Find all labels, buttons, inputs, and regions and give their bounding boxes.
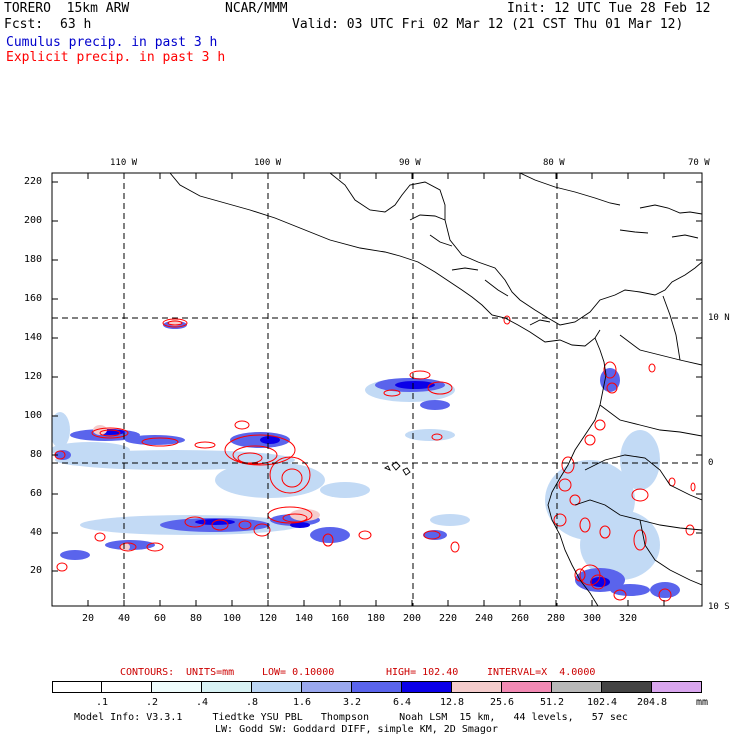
x-tick-label: 180 [367, 613, 386, 624]
colorbar-cell [52, 681, 102, 693]
contours-units: UNITS=mm [186, 667, 235, 678]
physics-info: LW: Godd SW: Goddard DIFF, simple KM, 2D… [215, 724, 498, 735]
colorbar-label: 3.2 [342, 697, 362, 708]
plot-frame [51, 172, 703, 607]
x-tick-label: 120 [259, 613, 278, 624]
lon-label-70w: 70 W [688, 158, 710, 168]
colorbar-label: .2 [145, 697, 159, 708]
y-tick-label: 120 [24, 371, 43, 382]
org-label: NCAR/MMM [225, 1, 288, 16]
colorbar-cell [402, 681, 452, 693]
legend-cumulus: Cumulus precip. in past 3 h [6, 35, 218, 50]
colorbar-label: 25.6 [489, 697, 515, 708]
x-tick-label: 200 [403, 613, 422, 624]
y-tick-label: 60 [30, 488, 43, 499]
contours-low: LOW= 0.10000 [262, 667, 335, 678]
x-tick-label: 160 [331, 613, 350, 624]
colorbar-cell [502, 681, 552, 693]
precip-shading [52, 173, 702, 606]
colorbar-frame [52, 681, 702, 693]
y-tick-label: 200 [24, 215, 43, 226]
colorbar-cell [352, 681, 402, 693]
colorbar-label: 204.8 [636, 697, 668, 708]
x-ticks [87, 173, 665, 606]
y-tick-label: 40 [30, 527, 43, 538]
contours-high: HIGH= 102.40 [386, 667, 459, 678]
lon-label-90w: 90 W [399, 158, 421, 168]
lon-label-100w: 100 W [254, 158, 282, 168]
colorbar-cell [552, 681, 602, 693]
y-ticks [52, 181, 702, 572]
y-tick-label: 180 [24, 254, 43, 265]
x-tick-label: 40 [118, 613, 131, 624]
legend-explicit: Explicit precip. in past 3 h [6, 50, 226, 65]
y-tick-label: 80 [30, 449, 43, 460]
colorbar-label: .4 [195, 697, 209, 708]
colorbar-label: 6.4 [392, 697, 412, 708]
x-tick-label: 320 [619, 613, 638, 624]
lon-label-80w: 80 W [543, 158, 565, 168]
lat-label-0: 0 [708, 458, 714, 468]
colorbar-cell [302, 681, 352, 693]
colorbar-cell [452, 681, 502, 693]
init-time: Init: 12 UTC Tue 28 Feb 12 [507, 1, 711, 16]
colorbar-cell [202, 681, 252, 693]
y-tick-label: 100 [24, 410, 43, 421]
colorbar-cell [102, 681, 152, 693]
x-tick-label: 140 [295, 613, 314, 624]
contours-interval: INTERVAL=X 4.0000 [487, 667, 596, 678]
lat-label-10s: 10 S [708, 602, 730, 612]
forecast-label: Fcst: [4, 17, 44, 32]
y-tick-label: 140 [24, 332, 43, 343]
colorbar-cell [602, 681, 652, 693]
x-tick-label: 260 [511, 613, 530, 624]
forecast-hour: 63 h [60, 17, 92, 32]
colorbar-cell [252, 681, 302, 693]
valid-time: Valid: 03 UTC Fri 02 Mar 12 (21 CST Thu … [292, 17, 684, 32]
x-tick-label: 220 [439, 613, 458, 624]
x-tick-label: 20 [82, 613, 95, 624]
colorbar-cell [152, 681, 202, 693]
model-title: TORERO 15km ARW [4, 1, 130, 16]
x-tick-label: 240 [475, 613, 494, 624]
contours-label: CONTOURS: [120, 667, 175, 678]
colorbar-label: .8 [245, 697, 259, 708]
y-tick-label: 20 [30, 565, 43, 576]
y-tick-label: 160 [24, 293, 43, 304]
x-tick-label: 60 [154, 613, 167, 624]
colorbar-label: 12.8 [439, 697, 465, 708]
lat-label-10n: 10 N [708, 313, 730, 323]
colorbar-label: .1 [95, 697, 109, 708]
model-info: Model Info: V3.3.1 Tiedtke YSU PBL Thomp… [74, 712, 628, 723]
colorbar-unit: mm [696, 697, 709, 708]
y-tick-label: 220 [24, 176, 43, 187]
x-tick-label: 280 [547, 613, 566, 624]
colorbar-label: 102.4 [586, 697, 618, 708]
x-tick-label: 80 [190, 613, 203, 624]
x-tick-label: 100 [223, 613, 242, 624]
graticule [52, 173, 702, 606]
x-tick-label: 300 [583, 613, 602, 624]
lon-label-110w: 110 W [110, 158, 138, 168]
colorbar-label: 1.6 [292, 697, 312, 708]
colorbar-label: 51.2 [539, 697, 565, 708]
